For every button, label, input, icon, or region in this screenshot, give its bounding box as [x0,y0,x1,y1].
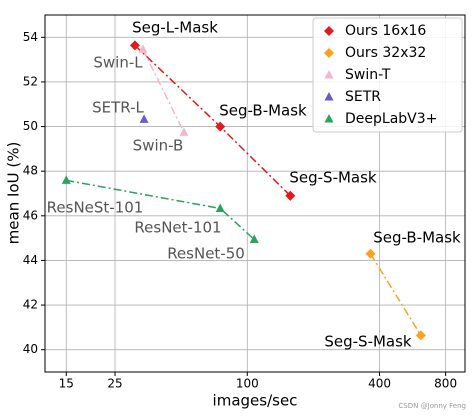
annotation: Seg-B-Mask [219,102,307,120]
y-tick-label: 48 [23,164,38,178]
legend-label: Ours 16x16 [345,23,426,39]
annotation: Seg-S-Mask [289,169,377,187]
y-tick-label: 44 [23,253,38,267]
point [138,44,148,53]
y-tick-label: 50 [23,119,38,133]
legend-marker [324,92,334,101]
point [179,127,189,136]
annotation: SETR-L [92,99,144,117]
point [61,175,71,184]
annotation: Seg-B-Mask [373,229,461,247]
y-tick-label: 46 [23,208,38,222]
x-axis-label: images/sec [213,392,298,410]
annotation: Swin-L [93,54,143,72]
series-line [142,49,185,133]
point [249,234,259,243]
series-line [369,253,422,336]
legend-label: DeepLabV3+ [345,111,437,127]
annotation: ResNet-101 [134,219,221,237]
x-tick-label: 400 [368,377,391,391]
point [215,203,225,212]
watermark: CSDN @Jonny Feng [398,402,466,410]
point [285,190,296,201]
legend-marker [324,48,334,58]
x-tick-label: 25 [107,377,122,391]
y-tick-label: 52 [23,74,38,88]
point [215,121,226,132]
x-tick-label: 800 [434,377,457,391]
legend-marker [324,114,334,123]
legend-box [312,17,463,133]
y-tick-label: 42 [23,298,38,312]
point [415,330,426,341]
legend-label: Ours 32x32 [345,45,426,61]
point [365,248,376,259]
legend-label: SETR [345,89,381,105]
annotation: Seg-L-Mask [132,19,218,37]
legend-marker [324,70,334,79]
annotation: ResNet-50 [167,245,245,263]
legend-label: Swin-T [345,67,391,83]
x-tick-label: 15 [59,377,74,391]
y-axis-label: mean IoU (%) [5,142,23,245]
annotation: ResNeSt-101 [47,199,144,217]
annotation: Swin-B [133,137,184,155]
series-line [134,44,291,197]
point [139,114,149,123]
x-tick-label: 100 [236,377,259,391]
annotation: Seg-S-Mask [324,333,412,351]
y-tick-label: 54 [23,30,38,44]
point [129,40,140,51]
plot-frame [44,14,466,373]
legend-marker [324,26,334,36]
y-tick-label: 40 [23,342,38,356]
